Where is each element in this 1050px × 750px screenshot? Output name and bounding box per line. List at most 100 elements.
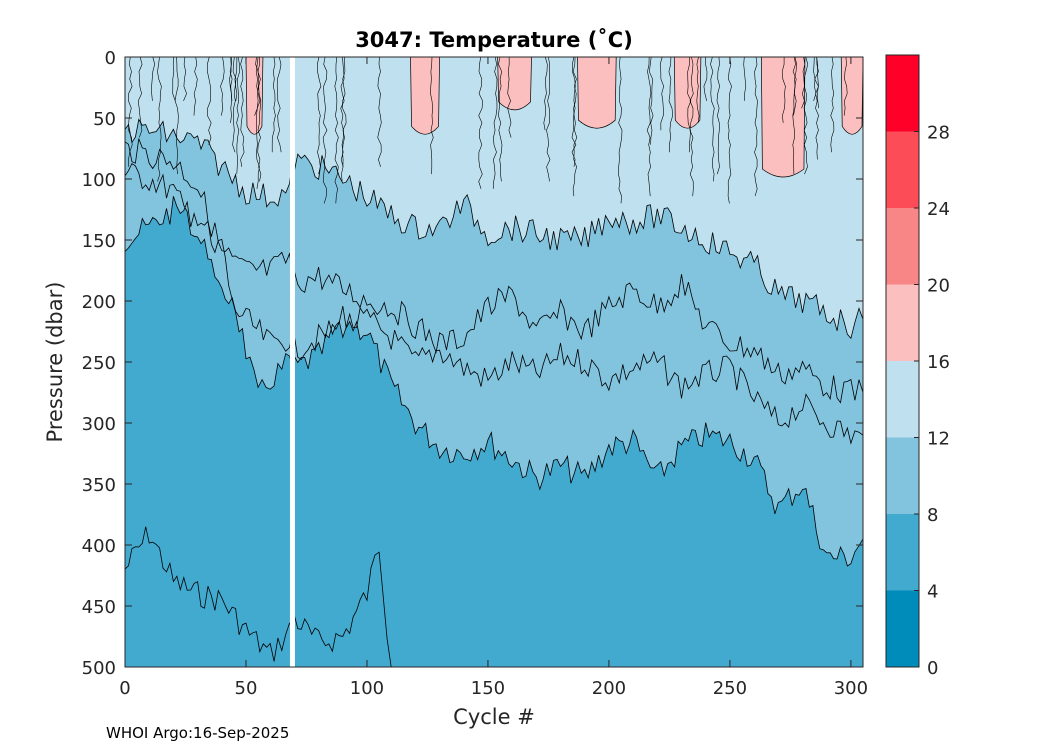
- warm-patch-6: [761, 56, 806, 178]
- colorbar-tick-label: 4: [927, 582, 938, 603]
- colorbar-tick-label: 0: [927, 658, 938, 679]
- surface-contour: [803, 56, 809, 175]
- y-tick-label: 450: [82, 597, 116, 618]
- colorbar-tick-label: 12: [927, 429, 950, 450]
- surface-contour: [322, 56, 328, 204]
- x-axis-label: Cycle #: [453, 705, 535, 729]
- isotherm-12C: [124, 163, 864, 445]
- isotherm-14C: [124, 138, 864, 404]
- warm-patch-1: [245, 56, 264, 135]
- surface-contour: [507, 56, 512, 138]
- colorbar-band-8: [886, 437, 919, 514]
- isotherm-16C: [124, 118, 864, 340]
- surface-contour: [229, 56, 233, 101]
- surface-contour: [618, 56, 623, 204]
- colorbar-band-20: [886, 208, 919, 285]
- surface-contour: [696, 56, 700, 123]
- warm-patch-3: [497, 56, 532, 111]
- surface-contour: [497, 56, 503, 182]
- surface-contour: [234, 56, 238, 101]
- colorbar-band-4: [886, 514, 919, 591]
- x-tick-label: 250: [713, 678, 747, 699]
- surface-contour: [659, 56, 665, 131]
- surface-contour: [377, 56, 382, 167]
- surface-contour: [843, 56, 848, 116]
- surface-contour: [814, 56, 819, 109]
- colorbar-band-24: [886, 131, 919, 208]
- surface-contour: [255, 56, 261, 189]
- surface-contour: [128, 56, 133, 167]
- surface-contour: [174, 56, 179, 175]
- surface-contour: [543, 56, 548, 131]
- surface-contour: [193, 56, 198, 116]
- surface-contour: [830, 56, 835, 153]
- colorbar-tick-label: 24: [927, 199, 950, 220]
- isotherm-4C: [124, 526, 392, 668]
- warm-patch-4: [577, 56, 617, 129]
- y-axis-label: Pressure (dbar): [43, 282, 67, 443]
- surface-contour: [316, 56, 322, 175]
- footer-credit: WHOI Argo:16-Sep-2025: [106, 724, 290, 742]
- y-axis: 0 50 100 150 200 250 300 350 400 450 500: [82, 48, 863, 679]
- temperature-bands: [125, 57, 863, 667]
- colorbar: 0 4 8 12 16 20 24 28: [885, 54, 950, 679]
- surface-contour: [478, 56, 483, 189]
- x-tick-label: 100: [350, 678, 384, 699]
- surface-contour: [183, 56, 187, 102]
- surface-contour: [703, 56, 708, 101]
- surface-contour: [689, 56, 694, 197]
- y-tick-label: 300: [82, 414, 116, 435]
- band-12-16: [125, 57, 863, 339]
- x-tick-label: 0: [119, 678, 130, 699]
- colorbar-band-0: [886, 590, 919, 667]
- surface-contour: [232, 56, 237, 153]
- data-gap: [289, 57, 295, 667]
- y-tick-label: 350: [82, 475, 116, 496]
- surface-contour: [206, 56, 212, 145]
- surface-contour: [743, 56, 747, 101]
- isotherm-8C: [124, 196, 864, 567]
- warm-patch-7: [840, 56, 864, 135]
- chart-title: 3047: Temperature (˚C): [355, 28, 633, 52]
- colorbar-tick-label: 16: [927, 352, 950, 373]
- surface-contour: [240, 56, 245, 167]
- surface-contour: [340, 56, 345, 182]
- plot-area: [124, 56, 864, 668]
- surface-contour: [220, 56, 225, 116]
- surface-contour: [430, 56, 434, 175]
- surface-contour: [648, 56, 654, 145]
- surface-contour: [157, 56, 162, 182]
- y-tick-label: 50: [93, 109, 116, 130]
- surface-contour: [236, 56, 241, 175]
- x-tick-label: 200: [592, 678, 626, 699]
- colorbar-band-28: [886, 55, 919, 132]
- surface-contour: [716, 56, 721, 175]
- surface-contour: [172, 56, 176, 102]
- x-tick-label: 150: [471, 678, 505, 699]
- surface-contour: [137, 56, 143, 138]
- y-tick-label: 400: [82, 536, 116, 557]
- surface-contour: [668, 56, 674, 153]
- surface-contour: [257, 56, 262, 182]
- x-tick-label: 300: [834, 678, 868, 699]
- surface-contour: [754, 56, 758, 197]
- surface-contour: [572, 56, 578, 197]
- surface-contour: [492, 56, 498, 189]
- colorbar-tick-label: 28: [927, 123, 950, 144]
- surface-contour: [687, 56, 692, 153]
- warm-patch-2: [410, 56, 440, 135]
- surface-contour: [792, 56, 797, 175]
- surface-contour: [546, 56, 551, 182]
- colorbar-tick-label: 20: [927, 276, 950, 297]
- surface-contour: [781, 57, 786, 123]
- surface-contour: [727, 56, 732, 204]
- colorbar-band-12: [886, 361, 919, 438]
- surface-contour: [334, 56, 339, 204]
- y-tick-label: 200: [82, 292, 116, 313]
- x-tick-label: 50: [235, 678, 258, 699]
- y-tick-label: 100: [82, 170, 116, 191]
- colorbar-band-16: [886, 284, 919, 361]
- y-tick-label: 500: [82, 658, 116, 679]
- x-axis: 0 50 100 150 200 250 300: [119, 57, 868, 699]
